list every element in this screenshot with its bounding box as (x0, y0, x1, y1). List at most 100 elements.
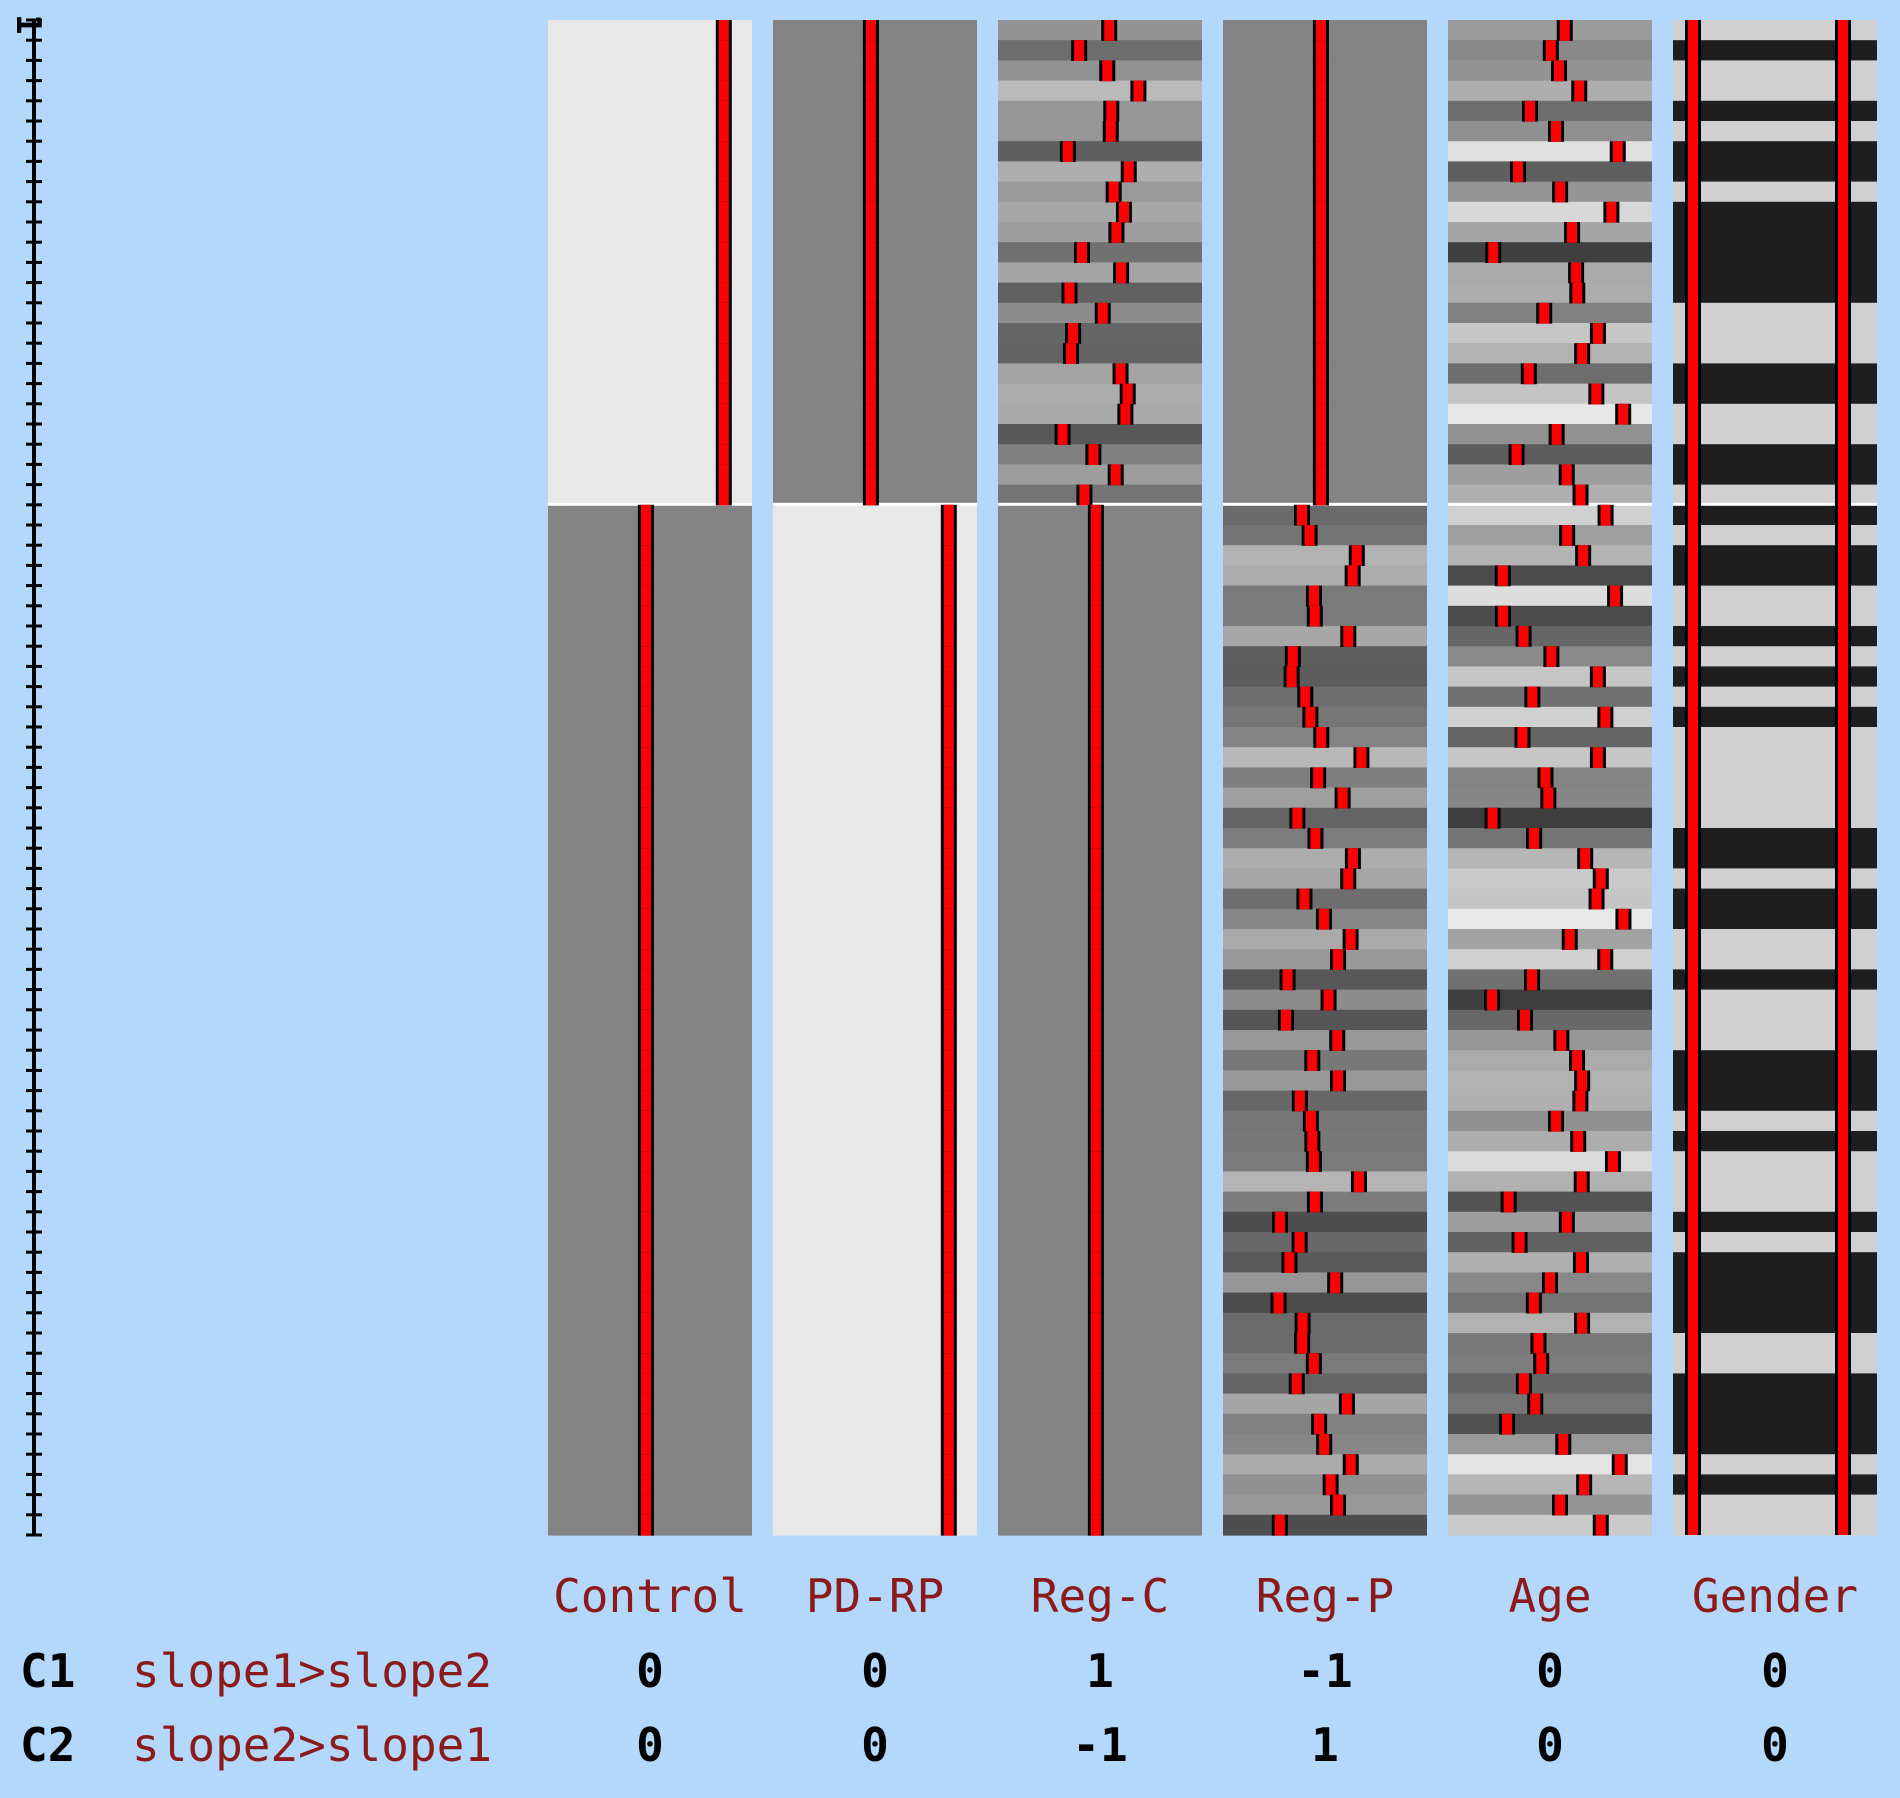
cell-gender (1673, 1030, 1877, 1051)
cell-age (1448, 343, 1652, 364)
marker-pd-rp (943, 1333, 954, 1354)
cell-age (1448, 201, 1652, 223)
cell-age (1448, 666, 1652, 688)
cell-control (548, 40, 752, 61)
marker-control (640, 888, 651, 910)
marker-age (1536, 1353, 1547, 1374)
cell-gender (1673, 1494, 1877, 1516)
marker-age (1540, 767, 1551, 789)
marker-age (1575, 1090, 1586, 1112)
cell-pd-rp (773, 1413, 977, 1435)
contrast-row-c1[interactable]: C1 slope1>slope2 0 0 1 -1 0 0 (0, 1645, 1900, 1705)
cell-age (1448, 888, 1652, 910)
cell-gender (1673, 80, 1877, 102)
marker-pd-rp (943, 969, 954, 991)
cell-reg-p (1223, 585, 1427, 607)
cell-control (548, 181, 752, 203)
marker-pd-rp (943, 1312, 954, 1334)
cell-reg-c (998, 181, 1202, 203)
marker-reg-c (1090, 1131, 1101, 1152)
marker-control (640, 565, 651, 587)
marker-age (1561, 1211, 1572, 1233)
marker-reg-c (1104, 20, 1115, 41)
cell-reg-p (1223, 1050, 1427, 1071)
marker-age (1539, 302, 1550, 324)
marker-pd-rp (943, 1009, 954, 1031)
marker-pd-rp (943, 1292, 954, 1314)
marker-pd-rp (943, 1191, 954, 1213)
cell-reg-p (1223, 848, 1427, 869)
cell-gender (1673, 444, 1877, 465)
marker-reg-p (1287, 646, 1298, 667)
cell-pd-rp (773, 626, 977, 647)
marker-age (1591, 383, 1602, 405)
cell-pd-rp (773, 1393, 977, 1415)
cell-gender (1673, 302, 1877, 324)
cell-gender (1673, 262, 1877, 284)
cell-pd-rp (773, 1252, 977, 1273)
marker-age (1600, 706, 1611, 728)
marker-age (1561, 464, 1572, 486)
marker-age (1518, 1373, 1529, 1395)
marker-reg-p (1343, 868, 1354, 890)
cell-reg-p (1223, 1171, 1427, 1193)
marker-control (640, 545, 651, 566)
contrast-row-c2[interactable]: C2 slope2>slope1 0 0 -1 1 0 0 (0, 1719, 1900, 1779)
cell-age (1448, 1333, 1652, 1354)
marker-reg-c (1105, 121, 1116, 142)
cell-gender (1673, 1050, 1877, 1071)
cell-reg-p (1223, 1191, 1427, 1213)
marker-reg-c (1090, 605, 1101, 627)
cell-control (548, 484, 752, 506)
marker-low-gender (1688, 20, 1698, 1535)
marker-age (1579, 1474, 1590, 1496)
cell-control (548, 121, 752, 142)
marker-age (1518, 626, 1529, 647)
cell-gender (1673, 20, 1877, 41)
cell-gender (1673, 888, 1877, 910)
marker-reg-c (1090, 1252, 1101, 1273)
cell-control (548, 403, 752, 425)
marker-reg-p (1315, 403, 1326, 425)
marker-reg-c (1116, 262, 1127, 284)
marker-pd-rp (943, 929, 954, 950)
cell-pd-rp (773, 1191, 977, 1213)
marker-pd-rp (865, 161, 876, 183)
contrast-id: C1 (20, 1644, 76, 1698)
cell-gender (1673, 181, 1877, 203)
marker-pd-rp (943, 1373, 954, 1395)
cell-pd-rp (773, 1494, 977, 1516)
cell-pd-rp (773, 1110, 977, 1132)
marker-control (718, 201, 729, 223)
marker-pd-rp (865, 323, 876, 344)
marker-control (640, 1211, 651, 1233)
marker-age (1555, 181, 1566, 203)
marker-reg-c (1079, 484, 1090, 506)
cell-reg-p (1223, 1312, 1427, 1334)
marker-reg-c (1090, 525, 1101, 546)
cell-gender (1673, 868, 1877, 890)
marker-reg-c (1090, 1393, 1101, 1415)
marker-pd-rp (865, 464, 876, 486)
marker-reg-p (1297, 1333, 1308, 1354)
cell-control (548, 242, 752, 263)
cell-age (1448, 242, 1652, 263)
marker-control (640, 1151, 651, 1172)
marker-pd-rp (943, 1090, 954, 1112)
marker-pd-rp (943, 605, 954, 627)
marker-pd-rp (943, 1454, 954, 1475)
cell-reg-p (1223, 525, 1427, 546)
marker-reg-c (1090, 1514, 1101, 1536)
marker-control (640, 504, 651, 526)
marker-control (640, 1272, 651, 1294)
marker-reg-c (1090, 989, 1101, 1011)
marker-pd-rp (865, 383, 876, 405)
marker-age (1497, 565, 1508, 587)
group-separator-gender (1673, 502, 1877, 506)
marker-pd-rp (943, 646, 954, 667)
marker-control (718, 222, 729, 243)
cell-reg-c (998, 161, 1202, 183)
marker-reg-c (1090, 1070, 1101, 1092)
cell-pd-rp (773, 1131, 977, 1152)
marker-reg-p (1343, 626, 1354, 647)
